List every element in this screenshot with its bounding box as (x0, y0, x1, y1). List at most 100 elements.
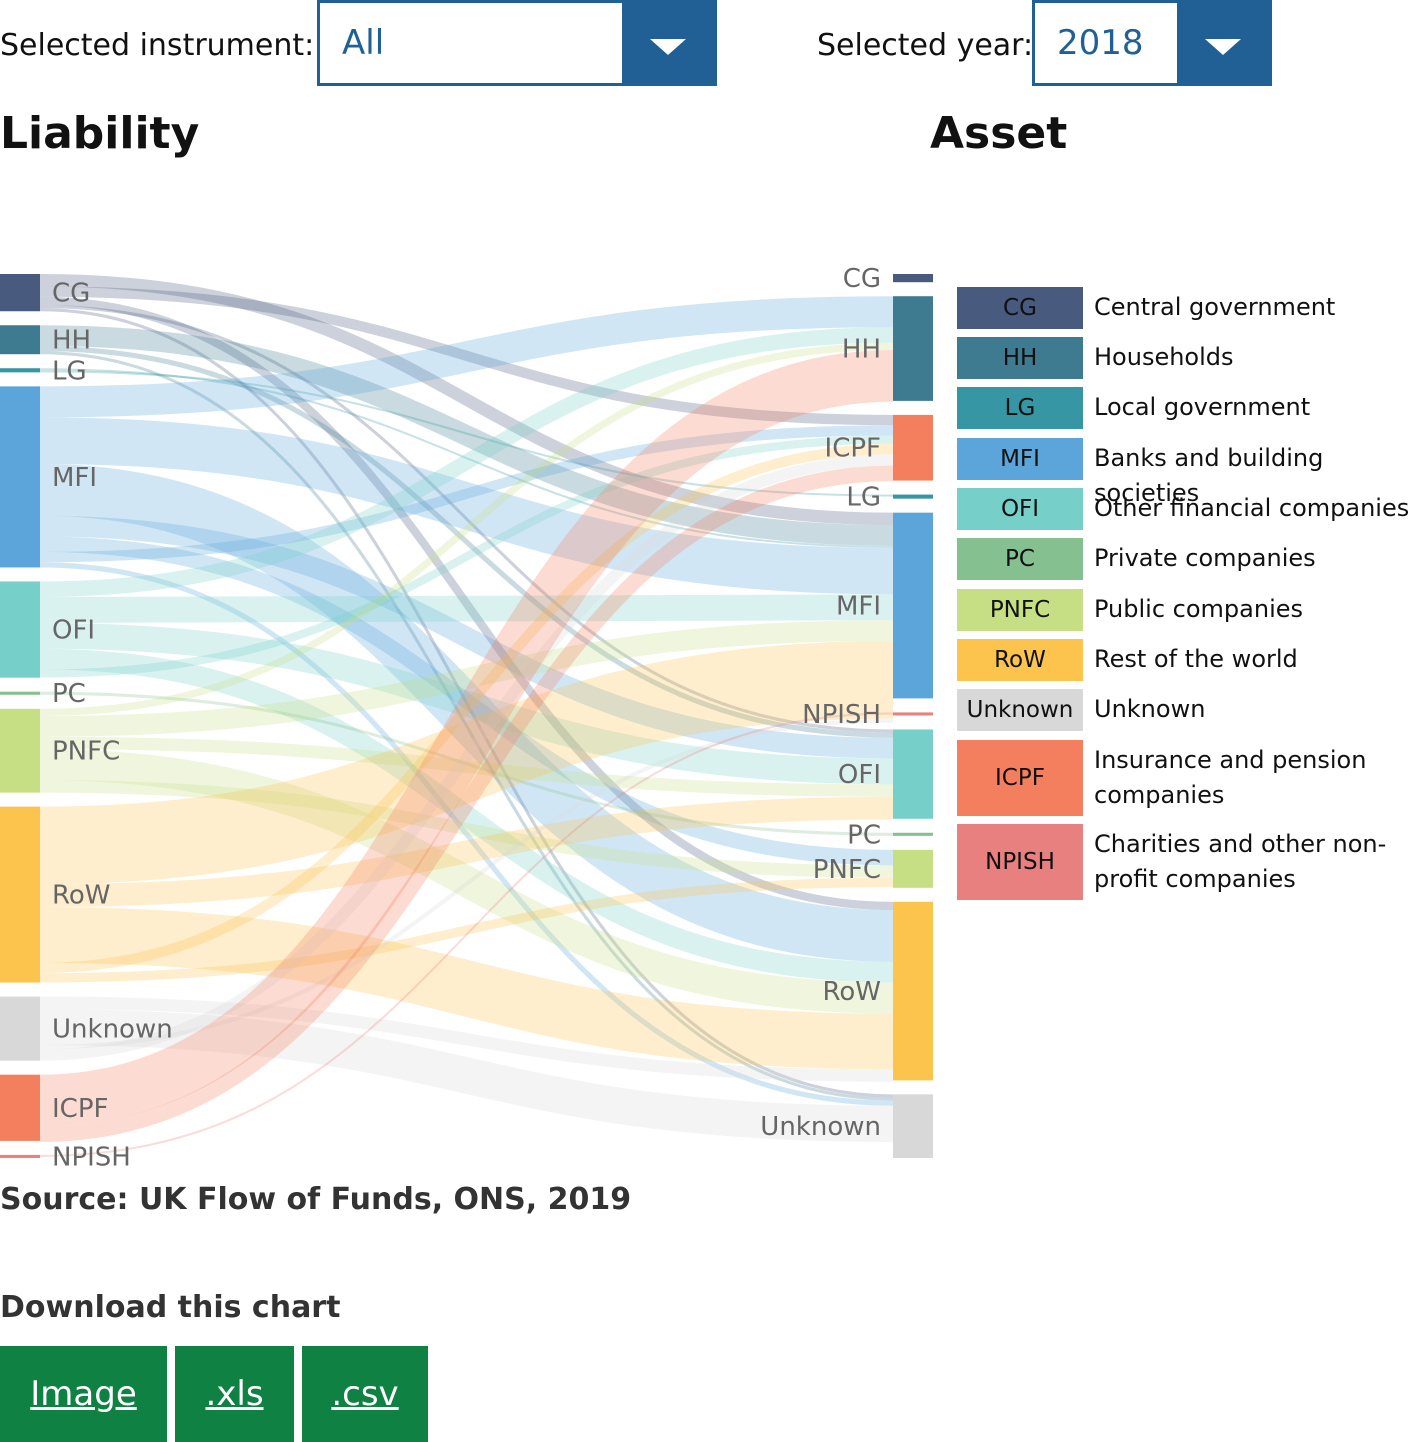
legend-item-pc: PC Private companies (957, 538, 1316, 580)
legend-swatch: PC (957, 538, 1083, 580)
asset-node-label-icpf: ICPF (825, 434, 881, 464)
legend-label: Local government (1094, 393, 1311, 421)
liability-node-label-ofi: OFI (52, 616, 95, 646)
legend-label: Banks and building societies (1094, 444, 1324, 507)
legend-item-row: RoW Rest of the world (957, 639, 1298, 681)
legend-swatch: Unknown (957, 689, 1083, 731)
year-dropdown-button[interactable] (1177, 3, 1269, 83)
download-image-button[interactable]: Image (0, 1346, 167, 1442)
sankey-links (39, 274, 894, 1157)
sankey-link-cg-ofi (39, 305, 894, 733)
sankey-link-unknown-row (39, 996, 894, 1082)
liability-node-lg (0, 368, 40, 373)
liability-node-label-pc: PC (52, 679, 86, 709)
sankey-link-pnfc-row (39, 749, 894, 1014)
sankey-link-unknown-icpf (39, 454, 894, 1061)
liability-node-mfi (0, 386, 40, 568)
liability-node-ofi (0, 581, 40, 678)
legend-label: Charities and other non-profit companies (1094, 830, 1387, 893)
sankey-link-ofi-row (39, 648, 894, 983)
legend-swatch: HH (957, 337, 1083, 379)
liability-node-cg (0, 274, 40, 312)
instrument-select[interactable]: All (317, 0, 717, 86)
legend-item-icpf: ICPF Insurance and pension companies (957, 740, 1366, 816)
legend-label: Private companies (1094, 544, 1316, 572)
asset-node-label-lg: LG (846, 483, 881, 513)
sankey-link-npish-npish (39, 712, 894, 1157)
download-xls-button[interactable]: .xls (175, 1346, 294, 1442)
sankey-link-pnfc-hh (39, 342, 894, 717)
asset-node-label-ofi: OFI (838, 760, 881, 790)
sankey-link-pc-pc (39, 691, 894, 836)
liability-node-pnfc (0, 708, 40, 793)
asset-node-label-npish: NPISH (802, 700, 881, 730)
liability-node-pc (0, 691, 40, 695)
legend-swatch: OFI (957, 488, 1083, 530)
legend-label: Unknown (1094, 695, 1206, 723)
legend-swatch: RoW (957, 639, 1083, 681)
asset-node-pnfc (893, 849, 933, 888)
sankey-link-ofi-hh (39, 327, 894, 597)
legend-item-hh: HH Households (957, 337, 1234, 379)
download-title: Download this chart (0, 1290, 341, 1325)
sankey-link-mfi-row (39, 463, 894, 962)
sankey-link-hh-mfi (39, 325, 894, 546)
legend-label: Public companies (1094, 595, 1304, 623)
chevron-down-icon (650, 39, 686, 55)
asset-heading: Asset (930, 108, 1068, 159)
liability-node-row (0, 806, 40, 983)
legend-item-lg: LG Local government (957, 387, 1310, 429)
liability-node-label-hh: HH (52, 326, 91, 356)
sankey-link-pnfc-mfi (39, 620, 894, 737)
legend-item-pnfc: PNFC Public companies (957, 589, 1303, 631)
asset-node-hh (893, 296, 933, 401)
instrument-value: All (342, 23, 385, 63)
asset-node-label-pc: PC (847, 820, 881, 850)
liability-node-label-lg: LG (52, 356, 87, 386)
asset-node-label-hh: HH (842, 335, 881, 365)
asset-node-ofi (893, 729, 933, 819)
liability-node-unknown (0, 996, 40, 1061)
instrument-label: Selected instrument: (0, 28, 315, 63)
download-csv-button[interactable]: .csv (302, 1346, 428, 1442)
sankey-link-cg-unknown (39, 308, 894, 1098)
sankey-link-unknown-mfi (39, 718, 894, 1050)
asset-node-pc (893, 832, 933, 836)
liability-node-label-pnfc: PNFC (52, 737, 120, 767)
asset-node-label-row: RoW (822, 977, 881, 1007)
legend-item-mfi: MFI Banks and building societies (957, 438, 1323, 507)
legend-item-ofi: OFI Other financial companies (957, 488, 1408, 530)
liability-node-hh (0, 325, 40, 355)
year-select[interactable]: 2018 (1032, 0, 1272, 86)
sankey-link-mfi-pnfc (39, 536, 894, 866)
legend-swatch: PNFC (957, 589, 1083, 631)
liability-node-label-cg: CG (52, 279, 90, 309)
sankey-link-mfi-mfi (39, 417, 894, 595)
asset-node-label-pnfc: PNFC (813, 855, 881, 885)
asset-node-cg (893, 274, 933, 283)
asset-node-label-unknown: Unknown (760, 1112, 881, 1142)
asset-node-unknown (893, 1094, 933, 1158)
asset-node-row (893, 901, 933, 1081)
liability-node-label-npish: NPISH (52, 1142, 131, 1170)
legend-label: Insurance and pension companies (1094, 746, 1367, 809)
sankey-link-pnfc-ofi (39, 736, 894, 797)
sankey-link-row-mfi (39, 640, 894, 885)
liability-heading: Liability (0, 108, 200, 159)
legend-swatch: LG (957, 387, 1083, 429)
liability-node-label-mfi: MFI (52, 463, 97, 493)
year-value: 2018 (1057, 23, 1144, 63)
sankey-link-mfi-hh (39, 296, 894, 418)
sankey-link-lg-mfi (39, 368, 894, 548)
sankey-link-cg-row (39, 296, 894, 911)
instrument-dropdown-button[interactable] (622, 3, 714, 83)
asset-node-lg (893, 494, 933, 499)
sankey-link-row-row (39, 906, 894, 1070)
sankey-link-hh-unknown (39, 351, 894, 1101)
legend-item-npish: NPISH Charities and other non-profit comp… (957, 824, 1386, 900)
asset-node-label-mfi: MFI (836, 592, 881, 622)
sankey-link-cg-mfi (39, 274, 894, 526)
asset-node-label-cg: CG (843, 264, 881, 294)
legend-swatch: ICPF (957, 740, 1083, 816)
legend-swatch: MFI (957, 438, 1083, 480)
